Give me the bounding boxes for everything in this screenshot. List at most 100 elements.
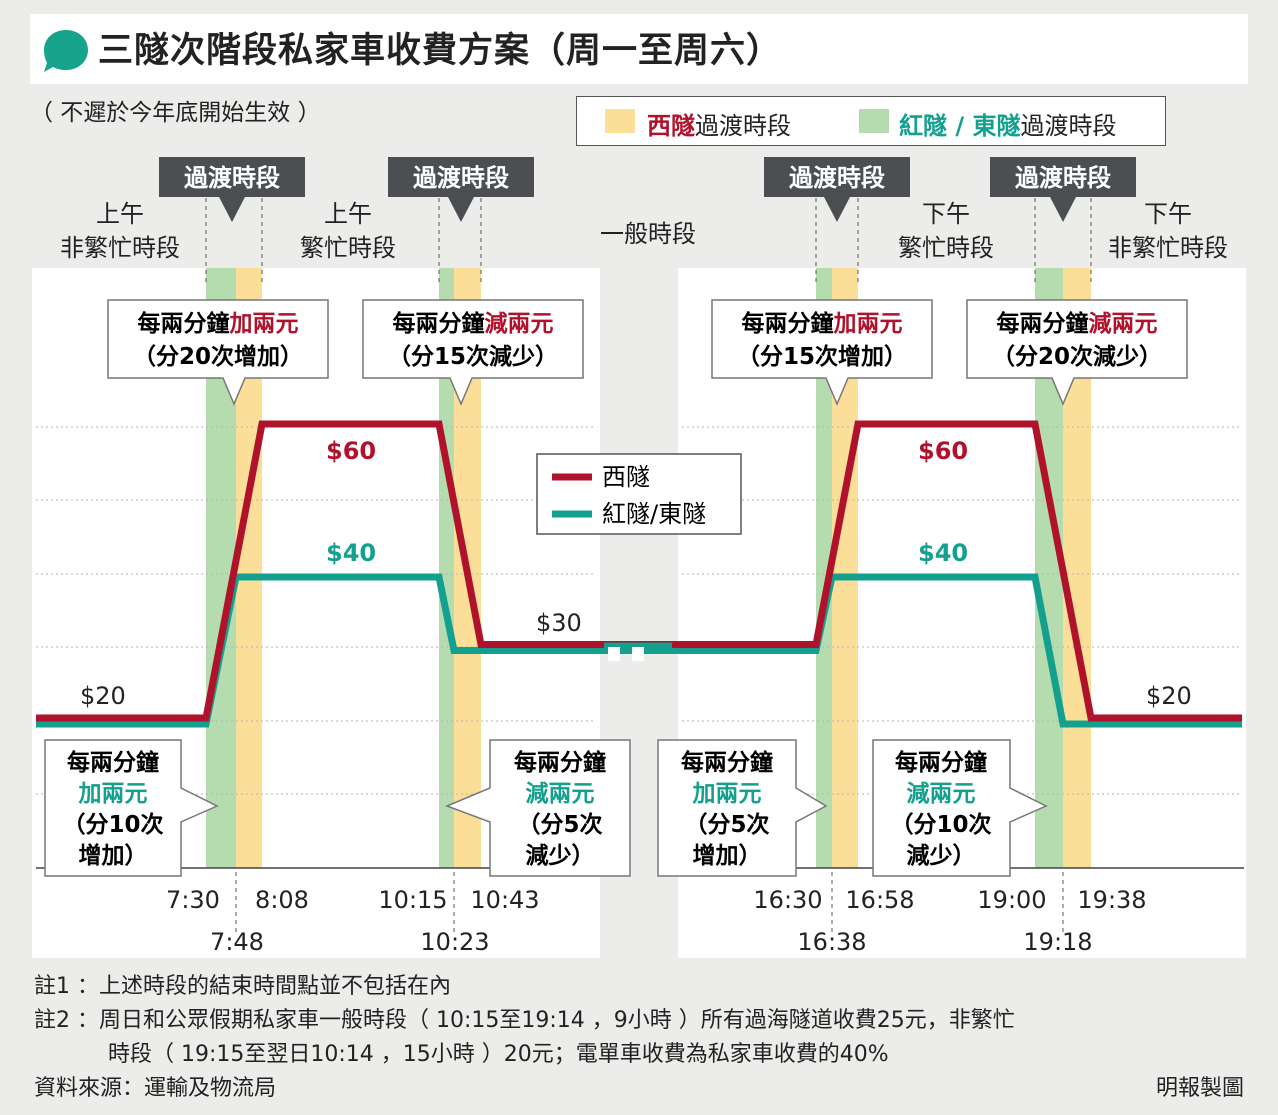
value-label-pm-40: $40 <box>918 539 968 567</box>
callout-detail: （分5次 <box>684 811 769 838</box>
callout-detail: 增加） <box>693 842 762 869</box>
x-tick-label: 10:23 <box>420 928 489 956</box>
cross-east-swatch <box>859 109 889 133</box>
callout-action: 加兩元 <box>78 781 148 807</box>
callout-detail: （分5次 <box>517 811 602 838</box>
period-am-peak: 繁忙時段 <box>300 234 396 262</box>
credit: 明報製圖 <box>1155 1076 1244 1101</box>
callout-bottom-2: 每兩分鐘 減兩元 （分5次 減少） <box>444 739 631 877</box>
x-tick-label: 16:38 <box>797 928 866 956</box>
callout-action: 減兩元 <box>526 781 595 807</box>
callout-text: 每兩分鐘 <box>681 749 773 776</box>
note-1: 註1 ：上述時段的結束時間點並不包括在內 <box>34 974 451 999</box>
period-am-offpeak: 非繁忙時段 <box>60 234 180 262</box>
callout-text: 每兩分鐘 <box>67 749 159 776</box>
period-am-offpeak: 上午 <box>96 200 144 228</box>
callout-detail: （分20次減少） <box>992 343 1162 370</box>
svg-text:每兩分鐘減兩元: 每兩分鐘減兩元 <box>393 310 554 337</box>
callout-top-2: 每兩分鐘減兩元 （分15次減少） <box>362 299 584 406</box>
callout-action: 加兩元 <box>692 781 762 807</box>
western-legend-label: 西隧過渡時段 <box>647 112 791 140</box>
callout-action: 加兩元 <box>229 311 299 337</box>
callout-detail: （分15次減少） <box>388 343 558 370</box>
value-label-am-40: $40 <box>326 539 376 567</box>
value-label-pm-60: $60 <box>918 437 968 465</box>
x-tick-label: 7:48 <box>210 928 264 956</box>
callout-detail: 減少） <box>907 842 976 869</box>
callout-text: 每兩分鐘 <box>997 310 1089 337</box>
x-tick-label: 19:18 <box>1023 928 1092 956</box>
notes: 註1 ：上述時段的結束時間點並不包括在內 註2 ：周日和公眾假期私家車一般時段（… <box>34 970 1254 1106</box>
transition-legend: 西隧過渡時段 紅隧 / 東隧過渡時段 <box>576 96 1166 146</box>
title-bar <box>30 14 1248 84</box>
note-2-cont: 時段（ 19:15至翌日10:14 ，15小時 ）20元；電單車收費為私家車收費… <box>108 1042 889 1067</box>
note-2: 註2 ：周日和公眾假期私家車一般時段（ 10:15至19:14 ，9小時 ）所有… <box>34 1008 1015 1033</box>
x-tick-label: 10:43 <box>470 886 539 914</box>
x-tick-label: 10:15 <box>378 886 447 914</box>
value-label-am-60: $60 <box>326 437 376 465</box>
transition-tag-label: 過渡時段 <box>413 164 509 192</box>
callout-action: 減兩元 <box>1089 311 1158 337</box>
period-pm-offpeak: 下午 <box>1144 200 1192 228</box>
transition-tag-label: 過渡時段 <box>184 164 280 192</box>
callout-bottom-3: 每兩分鐘 加兩元 （分5次 增加） <box>657 739 828 877</box>
x-tick-label: 7:30 <box>166 886 220 914</box>
period-pm-peak: 繁忙時段 <box>898 234 994 262</box>
transition-tag-1: 過渡時段 <box>159 157 305 222</box>
callout-detail: 減少） <box>526 842 595 869</box>
series-legend-western: 西隧 <box>602 463 650 491</box>
period-am-peak: 上午 <box>324 200 372 228</box>
axis-break <box>608 647 644 661</box>
band-pm-cross-green <box>816 268 832 868</box>
callout-action: 加兩元 <box>833 311 903 337</box>
western-swatch <box>605 109 635 133</box>
callout-detail: （分10次 <box>62 811 163 838</box>
series-legend-cross-east: 紅隧/東隧 <box>602 500 706 528</box>
axis-break-dash <box>608 647 620 661</box>
callout-detail: （分10次 <box>890 811 991 838</box>
chart-title: 三隧次階段私家車收費方案（周一至周六） <box>98 30 783 71</box>
toll-chart: 過渡時段 過渡時段 過渡時段 過渡時段 上午 非繁忙時段 上午 繁忙時段 一般時… <box>32 157 1246 958</box>
callout-detail: （分15次增加） <box>737 343 907 370</box>
callout-action: 減兩元 <box>907 781 976 807</box>
transition-tag-4: 過渡時段 <box>990 157 1136 222</box>
speech-bubble-icon <box>44 30 88 72</box>
time-markers <box>205 190 1092 935</box>
callout-text: 每兩分鐘 <box>393 310 485 337</box>
value-label-pm-20: $20 <box>1146 682 1192 710</box>
band-am2-cross-green <box>439 268 454 868</box>
callout-text: 每兩分鐘 <box>895 749 987 776</box>
transition-tag-2: 過渡時段 <box>388 157 534 222</box>
callout-bottom-1: 每兩分鐘 加兩元 （分10次 增加） <box>44 739 219 877</box>
period-normal: 一般時段 <box>600 220 696 248</box>
x-tick-label: 19:38 <box>1077 886 1146 914</box>
callout-detail: 增加） <box>79 842 148 869</box>
axis-break-dash <box>632 647 644 661</box>
x-tick-label: 16:30 <box>753 886 822 914</box>
source: 資料來源：運輸及物流局 <box>34 1076 277 1101</box>
x-tick-label: 19:00 <box>977 886 1046 914</box>
callout-top-4: 每兩分鐘減兩元 （分20次減少） <box>966 299 1188 406</box>
series-legend: 西隧 紅隧/東隧 <box>536 453 742 535</box>
period-pm-peak: 下午 <box>922 200 970 228</box>
period-pm-offpeak: 非繁忙時段 <box>1108 234 1228 262</box>
callout-text: 每兩分鐘 <box>138 310 230 337</box>
callout-text: 每兩分鐘 <box>514 749 606 776</box>
transition-tag-label: 過渡時段 <box>1015 164 1111 192</box>
x-tick-label: 8:08 <box>255 886 309 914</box>
svg-text:每兩分鐘加兩元: 每兩分鐘加兩元 <box>742 310 903 337</box>
callout-action: 減兩元 <box>485 311 554 337</box>
callout-text: 每兩分鐘 <box>742 310 834 337</box>
svg-text:每兩分鐘減兩元: 每兩分鐘減兩元 <box>997 310 1158 337</box>
cross-east-legend-label: 紅隧 / 東隧過渡時段 <box>899 112 1117 140</box>
value-label-am-20: $20 <box>80 682 126 710</box>
svg-text:每兩分鐘加兩元: 每兩分鐘加兩元 <box>138 310 299 337</box>
value-label-mid-30: $30 <box>536 609 582 637</box>
callout-bottom-4: 每兩分鐘 減兩元 （分10次 減少） <box>872 739 1048 877</box>
transition-tag-3: 過渡時段 <box>764 157 910 222</box>
callout-top-3: 每兩分鐘加兩元 （分15次增加） <box>711 299 933 406</box>
transition-tag-label: 過渡時段 <box>789 164 885 192</box>
callout-detail: （分20次增加） <box>133 343 303 370</box>
x-tick-label: 16:58 <box>845 886 914 914</box>
callout-top-1: 每兩分鐘加兩元 （分20次增加） <box>107 299 329 406</box>
